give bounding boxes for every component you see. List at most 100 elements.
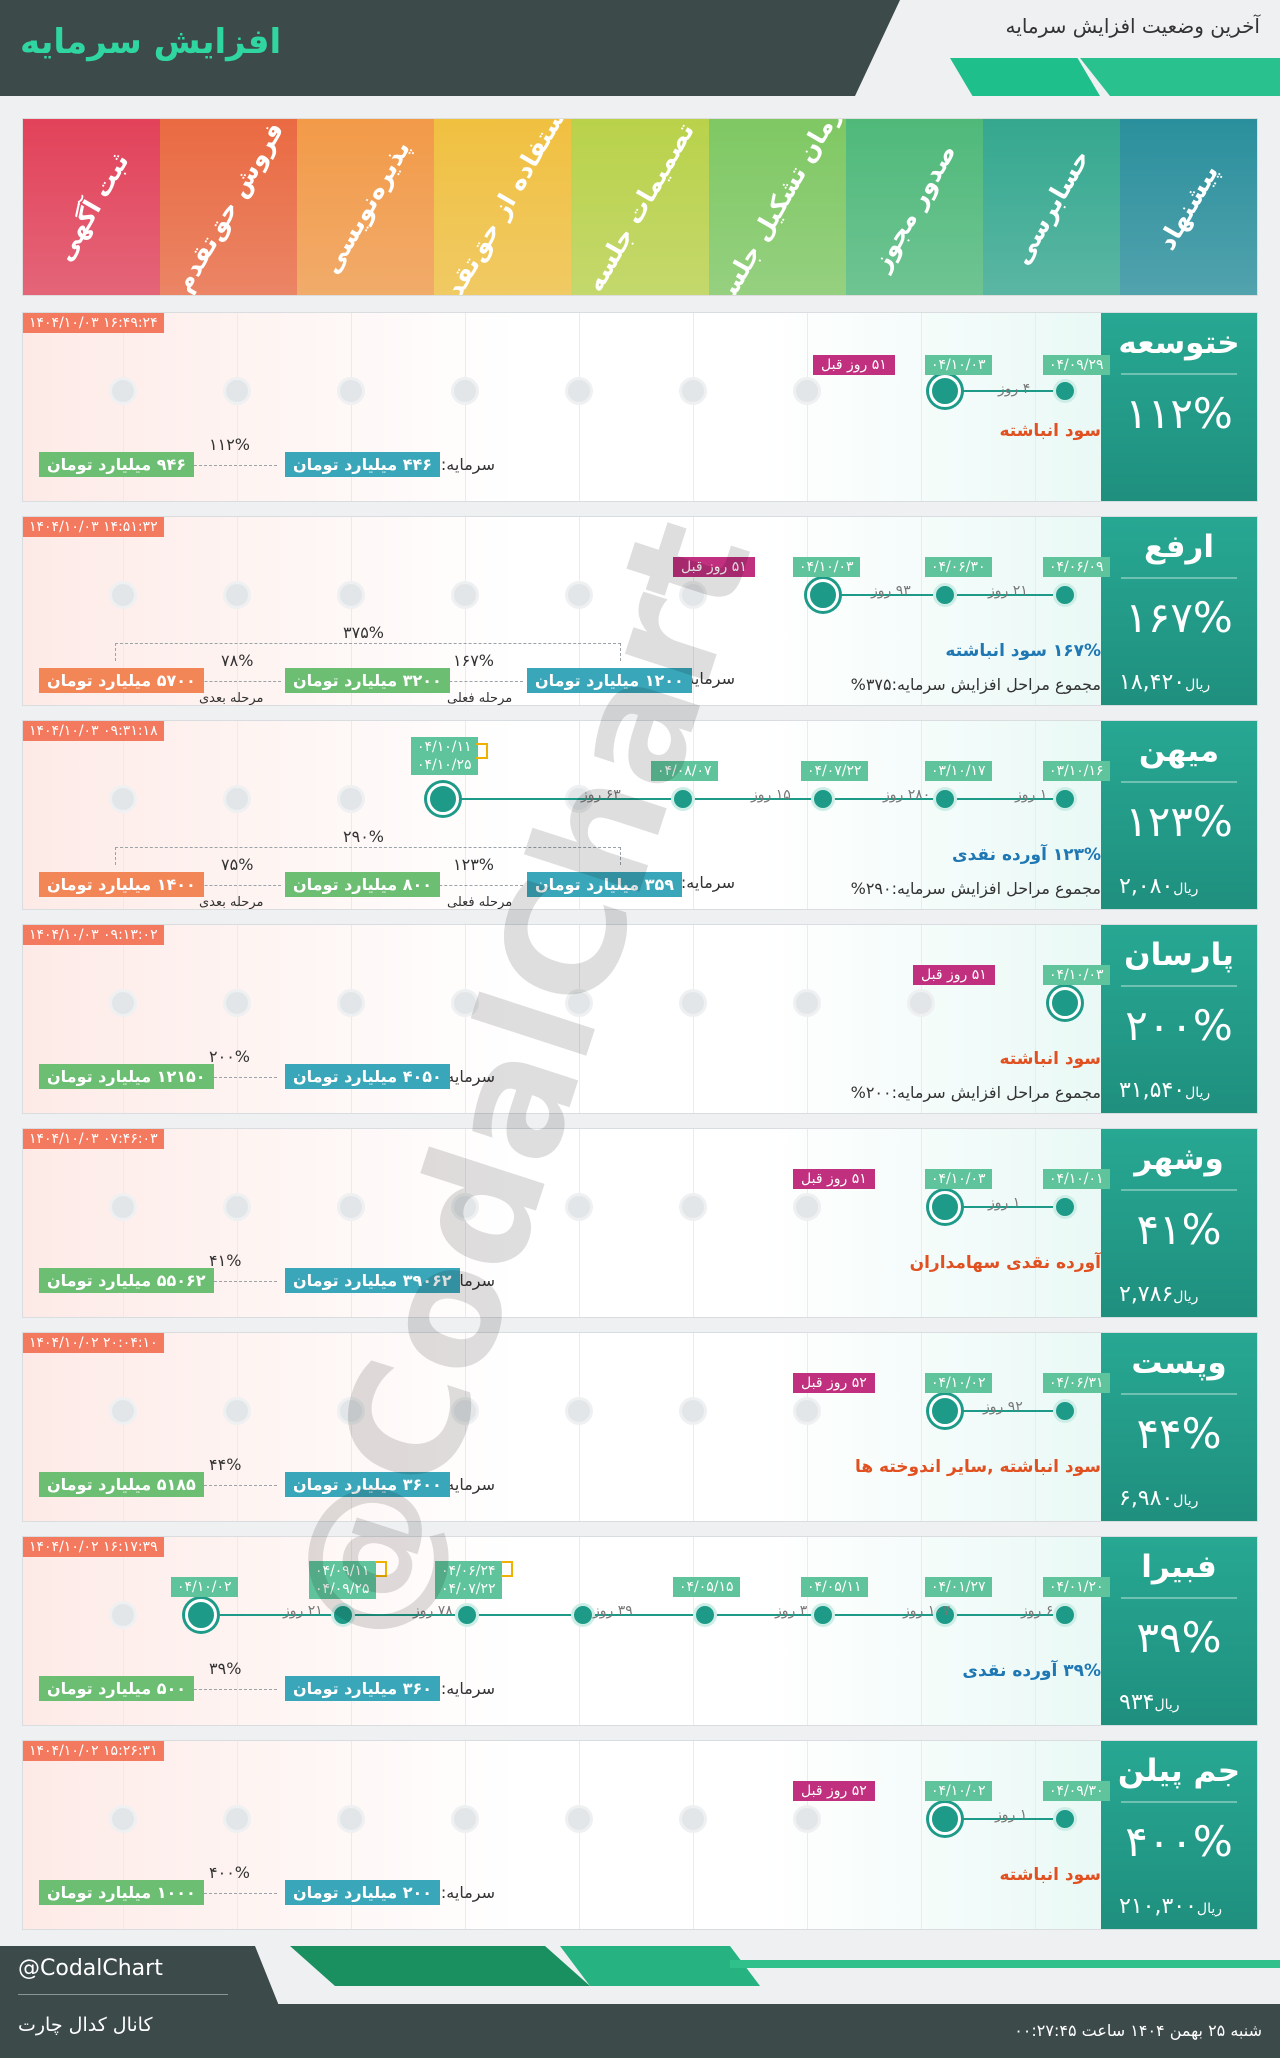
company-name[interactable]: ارفع: [1144, 529, 1214, 565]
company-card[interactable]: ارفع ۱۶۷% ۱۸,۴۲۰ریال ۱۴۰۴/۱۰/۰۳ ۱۴:۵۱:۳۲ ۰۴/…: [22, 516, 1258, 706]
current-stage-dot: [185, 1599, 217, 1631]
company-card[interactable]: جم پیلن ۴۰۰% ۲۱۰,۳۰۰ریال ۱۴۰۴/۱۰/۰۲ ۱۵:۲۶:۳…: [22, 1740, 1258, 1930]
stage-dot: [451, 377, 479, 405]
stage-next-label: مرحله بعدی: [199, 691, 264, 706]
footer-stripe: [730, 1960, 1280, 1968]
grid-line: [579, 1537, 580, 1725]
company-card[interactable]: فبیرا ۳۹% ۹۳۴ریال ۱۴۰۴/۱۰/۰۲ ۱۶:۱۷:۳۹ ۰۴/۰۱/…: [22, 1536, 1258, 1726]
share-price: ۹۳۴ریال: [1119, 1690, 1180, 1715]
days-ago-badge: ۵۱ روز قبل: [793, 1169, 875, 1189]
grid-line: [237, 721, 238, 909]
grid-line: [921, 1129, 922, 1317]
company-name[interactable]: ختوسعه: [1118, 325, 1240, 361]
stage-label: استفاده از حق‌تقدم: [434, 119, 572, 295]
capital-increase-pct: ۴۰۰%: [1125, 1817, 1233, 1866]
company-card[interactable]: میهن ۱۲۳% ۲,۰۸۰ریال ۱۴۰۴/۱۰/۰۳ ۰۹:۳۱:۱۸ ۰۳/۱…: [22, 720, 1258, 910]
company-name[interactable]: فبیرا: [1141, 1549, 1217, 1585]
grid-line: [351, 721, 352, 909]
currency-unit: ریال: [1173, 881, 1199, 897]
company-panel: ارفع ۱۶۷% ۱۸,۴۲۰ریال: [1101, 517, 1257, 705]
days-ago-badge: ۵۱ روز قبل: [913, 965, 995, 985]
grid-line: [693, 517, 694, 705]
current-stage-dot: [929, 1395, 961, 1427]
footer-handle[interactable]: @CodalChart: [18, 1956, 163, 1981]
stage-label: ثبت آگهی: [49, 147, 135, 267]
grid-line: [921, 1741, 922, 1929]
company-card[interactable]: وپست ۴۴% ۶,۹۸۰ریال ۱۴۰۴/۱۰/۰۲ ۲۰:۰۴:۱۰ ۰۴/۰۶…: [22, 1332, 1258, 1522]
increase-source: آورده نقدی سهامداران: [909, 1253, 1101, 1273]
days-between: ۳۹ روز: [593, 1603, 633, 1619]
footer-stripe: [290, 1946, 590, 1986]
days-between: ۲۱ روز: [283, 1603, 323, 1619]
stage-dot: [679, 1805, 707, 1833]
stage-dot-done: [933, 787, 957, 811]
price-value: ۲۱۰,۳۰۰: [1119, 1894, 1197, 1919]
share-price: ۲۱۰,۳۰۰ریال: [1119, 1894, 1222, 1919]
grid-line: [465, 1333, 466, 1521]
header-stripe: [950, 58, 1100, 96]
stage-dot: [451, 989, 479, 1017]
grid-line: [921, 925, 922, 1113]
capital-after: ۱۲۱۵۰ میلیارد تومان: [39, 1064, 214, 1089]
stage-header: ثبت آگهی: [23, 119, 161, 295]
panel-divider: [1121, 1597, 1237, 1599]
capital-current: ۴۰۵۰ میلیارد تومان: [285, 1064, 450, 1089]
stage-dot-done: [1053, 1603, 1077, 1627]
grid-line: [237, 1537, 238, 1725]
stage-date: ۰۴/۰۱/۲۰: [1043, 1577, 1110, 1597]
stage-date: ۰۴/۱۰/۰۳: [925, 1169, 992, 1189]
company-name[interactable]: وشهر: [1134, 1141, 1224, 1177]
capital-pct-current: ۱۲۳%: [453, 855, 494, 874]
timestamp-badge: ۱۴۰۴/۱۰/۰۲ ۲۰:۰۴:۱۰: [23, 1333, 164, 1353]
grid-line: [807, 1129, 808, 1317]
company-name[interactable]: پارسان: [1124, 937, 1234, 973]
stage-date: ۰۴/۱۰/۰۲: [925, 1781, 992, 1801]
grid-line: [465, 925, 466, 1113]
grid-line: [579, 1741, 580, 1929]
company-card[interactable]: وشهر ۴۱% ۲,۷۸۶ریال ۱۴۰۴/۱۰/۰۳ ۰۷:۴۶:۰۳ ۰۴/۱۰…: [22, 1128, 1258, 1318]
stage-date: ۰۴/۰۶/۳۱: [1043, 1373, 1110, 1393]
card-gradient: [23, 313, 1257, 501]
company-card[interactable]: ختوسعه ۱۱۲% ۱۴۰۴/۱۰/۰۳ ۱۶:۴۹:۲۴ ۰۴/۰۹/۲۹ ۰۴/…: [22, 312, 1258, 502]
footnote-bracket: [501, 1561, 513, 1577]
grid-line: [1035, 313, 1036, 501]
capital-current: ۱۲۰۰ میلیارد تومان: [527, 668, 692, 693]
stage-current-label: مرحله فعلی: [447, 691, 513, 706]
stage-date: ۰۴/۰۶/۲۴: [435, 1561, 502, 1581]
stage-dot: [793, 1397, 821, 1425]
stage-date: ۰۴/۱۰/۰۲: [171, 1577, 238, 1597]
stage-dot-done: [1053, 787, 1077, 811]
capital-next: ۳۲۰۰ میلیارد تومان: [285, 668, 450, 693]
panel-divider: [1121, 1393, 1237, 1395]
company-panel: جم پیلن ۴۰۰% ۲۱۰,۳۰۰ریال: [1101, 1741, 1257, 1929]
stage-date: ۰۳/۱۰/۱۷: [925, 761, 992, 781]
company-name[interactable]: وپست: [1131, 1345, 1227, 1381]
grid-line: [123, 517, 124, 705]
days-ago-badge: ۵۱ روز قبل: [673, 557, 755, 577]
panel-divider: [1121, 781, 1237, 783]
timestamp-badge: ۱۴۰۴/۱۰/۰۲ ۱۵:۲۶:۳۱: [23, 1741, 164, 1761]
grid-line: [465, 1537, 466, 1725]
current-stage-dot: [929, 1803, 961, 1835]
currency-unit: ریال: [1196, 1901, 1223, 1917]
company-name[interactable]: میهن: [1138, 733, 1220, 769]
card-gradient: [23, 1129, 1257, 1317]
increase-source: ۱۲۳% آورده نقدی: [952, 845, 1101, 865]
stage-dot: [451, 1805, 479, 1833]
current-stage-dot: [807, 579, 839, 611]
capital-current: ۳۵۹ میلیارد تومان: [527, 872, 682, 897]
company-panel: وشهر ۴۱% ۲,۷۸۶ریال: [1101, 1129, 1257, 1317]
company-card[interactable]: پارسان ۲۰۰% ۳۱,۵۴۰ریال ۱۴۰۴/۱۰/۰۳ ۰۹:۱۳:۰۲ ۰…: [22, 924, 1258, 1114]
currency-unit: ریال: [1185, 677, 1211, 693]
capital-increase-pct: ۱۶۷%: [1125, 593, 1233, 642]
grid-line: [237, 1129, 238, 1317]
stage-dot: [109, 581, 137, 609]
card-gradient: [23, 1333, 1257, 1521]
stage-dot-done: [1053, 1807, 1077, 1831]
grid-line: [693, 1741, 694, 1929]
grid-line: [921, 721, 922, 909]
grid-line: [351, 517, 352, 705]
grid-line: [807, 925, 808, 1113]
currency-unit: ریال: [1173, 1493, 1199, 1509]
company-name[interactable]: جم پیلن: [1117, 1753, 1241, 1789]
